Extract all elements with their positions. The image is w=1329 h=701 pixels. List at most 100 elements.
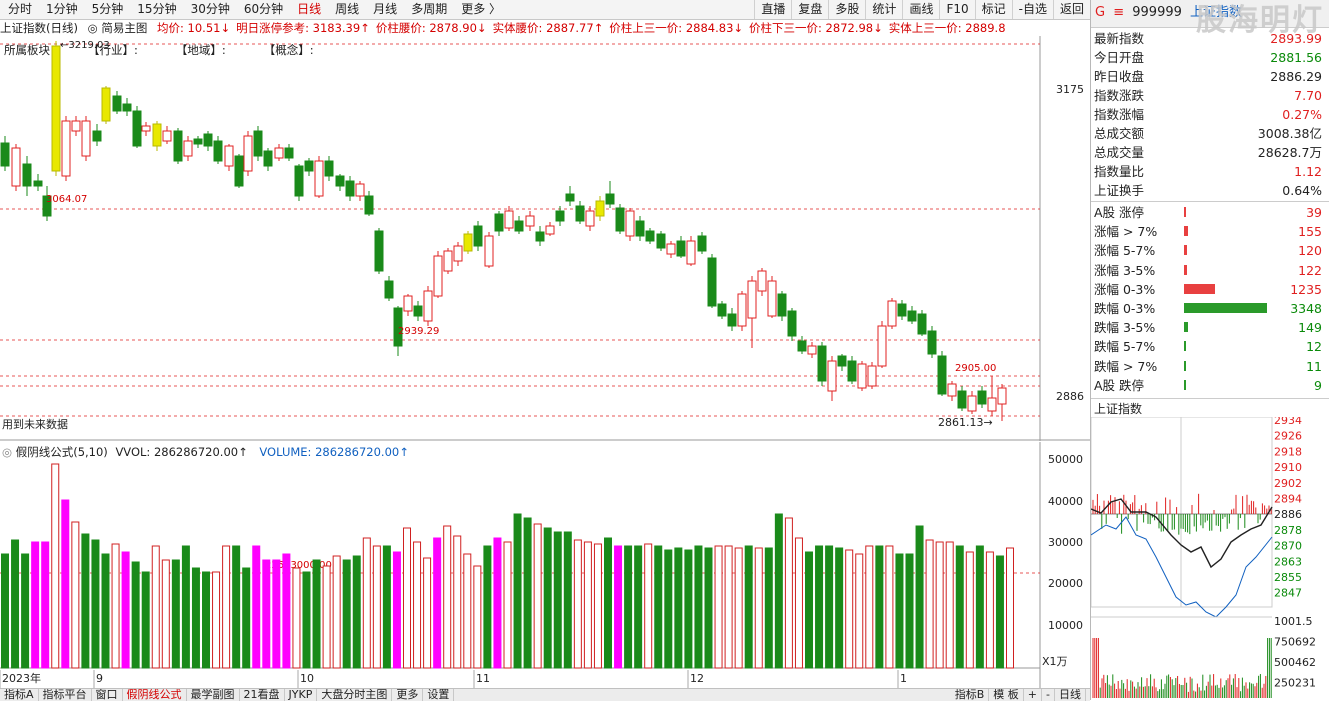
- volume-bar: [785, 518, 792, 668]
- volume-bar: [62, 500, 69, 668]
- toolbar-button-4[interactable]: 画线: [902, 0, 939, 19]
- toolbar-button-0[interactable]: 直播: [754, 0, 791, 19]
- breadth-label: 涨幅 3-5%: [1094, 261, 1155, 280]
- candle: [244, 131, 252, 176]
- volume-bar: [966, 552, 973, 668]
- template-selector[interactable]: ◎ 简易主图: [88, 21, 148, 35]
- volume-bar: [474, 566, 481, 668]
- period-tab-2[interactable]: 5分钟: [84, 0, 130, 19]
- breadth-label: 涨幅 0-3%: [1094, 280, 1155, 299]
- toolbar-button-5[interactable]: F10: [939, 0, 974, 19]
- indicator-tab-8[interactable]: 更多: [392, 688, 423, 701]
- bottom-control-4[interactable]: 日线: [1055, 688, 1086, 701]
- candle: [474, 221, 482, 251]
- indicator-tab-6[interactable]: JYKP: [285, 688, 318, 701]
- indicator-tab-2[interactable]: 窗口: [92, 688, 123, 701]
- volume-bar: [916, 526, 923, 668]
- candle: [375, 228, 383, 274]
- g-icon: G: [1095, 5, 1105, 20]
- breadth-bar: [1184, 284, 1215, 294]
- toolbar-button-6[interactable]: 标记: [975, 0, 1012, 19]
- period-tab-7[interactable]: 周线: [327, 0, 365, 19]
- volume-bar: [182, 546, 189, 668]
- volume-bar: [484, 546, 491, 668]
- breadth-bar: [1184, 361, 1186, 371]
- toolbar-button-7[interactable]: -自选: [1012, 0, 1053, 19]
- indicator-tab-3[interactable]: 假阴线公式: [123, 688, 187, 701]
- volume-bar: [142, 572, 149, 668]
- breadth-row: 跌幅 3-5% 149: [1091, 318, 1329, 337]
- bottom-control-3[interactable]: -: [1042, 688, 1055, 701]
- breadth-row: A股 涨停 39: [1091, 203, 1329, 222]
- volume-bar: [795, 538, 802, 668]
- volume-bar: [715, 546, 722, 668]
- header-metric-6: 实体上三一价: 2889.8: [889, 21, 1006, 35]
- candle: [968, 391, 976, 414]
- volume-bar: [926, 540, 933, 668]
- candle: [62, 116, 70, 181]
- bottom-control-1[interactable]: 模 板: [989, 688, 1024, 701]
- candle: [365, 191, 373, 216]
- toolbar-button-2[interactable]: 多股: [828, 0, 865, 19]
- volume-bar: [233, 546, 240, 668]
- stat-label: 指数涨幅: [1094, 105, 1144, 124]
- period-tab-6[interactable]: 日线: [289, 0, 327, 19]
- volume-chart[interactable]: 50000 40000 30000 20000 10000 X1万 22573000.00 2…: [0, 442, 1090, 688]
- divider: [1091, 201, 1329, 202]
- intraday-mini-chart[interactable]: 2934 2926 2918 2910 2902 2894 2886 2878 2870 2863…: [1091, 417, 1329, 700]
- volume-bar: [373, 546, 380, 668]
- candle: [878, 321, 886, 368]
- stat-label: 指数量比: [1094, 162, 1144, 181]
- breadth-bar: [1184, 303, 1267, 313]
- period-tab-1[interactable]: 1分钟: [38, 0, 84, 19]
- period-tab-4[interactable]: 30分钟: [183, 0, 236, 19]
- breadth-label: 跌幅 > 7%: [1094, 357, 1157, 376]
- candle: [858, 361, 866, 391]
- toolbar-button-8[interactable]: 返回: [1053, 0, 1090, 19]
- period-tab-9[interactable]: 多周期: [403, 0, 453, 19]
- candle: [464, 231, 472, 254]
- indicator-tab-9[interactable]: 设置: [423, 688, 454, 701]
- date-axis-label: 1: [900, 672, 907, 685]
- volume-bar: [705, 548, 712, 668]
- period-tab-3[interactable]: 15分钟: [129, 0, 182, 19]
- candle: [838, 354, 846, 371]
- breadth-row: A股 跌停 9: [1091, 376, 1329, 395]
- breadth-bar: [1184, 245, 1187, 255]
- candle: [404, 294, 412, 316]
- candle: [82, 116, 90, 161]
- candle: [142, 122, 150, 136]
- date-axis-label: 2023年: [2, 671, 41, 685]
- candle: [12, 144, 20, 191]
- indicator-tab-1[interactable]: 指标平台: [39, 688, 92, 701]
- candlestick-chart[interactable]: 3175 2886 ←3219.03 3064.07 2939.29 2905.00 286…: [0, 36, 1090, 441]
- period-tab-0[interactable]: 分时: [0, 0, 38, 19]
- volume-bar: [936, 542, 943, 668]
- indicator-tab-4[interactable]: 最学副图: [187, 688, 240, 701]
- bottom-control-2[interactable]: +: [1024, 688, 1042, 701]
- volume-bar: [213, 572, 220, 668]
- candle: [848, 356, 856, 384]
- volume-axis-label: 20000: [1048, 577, 1083, 590]
- volume-bar: [745, 546, 752, 668]
- period-tab-5[interactable]: 60分钟: [236, 0, 289, 19]
- mini-axis-label: 2870: [1274, 540, 1302, 553]
- indicator-tab-7[interactable]: 大盘分时主图: [317, 688, 392, 701]
- period-tab-8[interactable]: 月线: [365, 0, 403, 19]
- indicator-tab-5[interactable]: 21看盘: [240, 688, 285, 701]
- menu-icon[interactable]: ≡: [1113, 5, 1124, 20]
- annotation-level3: 2905.00: [955, 363, 996, 374]
- volume-bar: [986, 552, 993, 668]
- toolbar-button-3[interactable]: 统计: [865, 0, 902, 19]
- stat-label: 指数涨跌: [1094, 86, 1144, 105]
- candle: [123, 98, 131, 116]
- bottom-control-0[interactable]: 指标B: [951, 688, 990, 701]
- stat-value: 1.12: [1294, 162, 1322, 181]
- candle: [576, 201, 584, 224]
- mini-vol-axis-label: 1001.5: [1274, 615, 1313, 628]
- candle: [52, 41, 60, 176]
- toolbar-button-1[interactable]: 复盘: [791, 0, 828, 19]
- breadth-label: A股 涨停: [1094, 203, 1144, 222]
- indicator-tab-0[interactable]: 指标A: [0, 688, 39, 701]
- period-tab-10[interactable]: 更多 〉: [453, 0, 507, 19]
